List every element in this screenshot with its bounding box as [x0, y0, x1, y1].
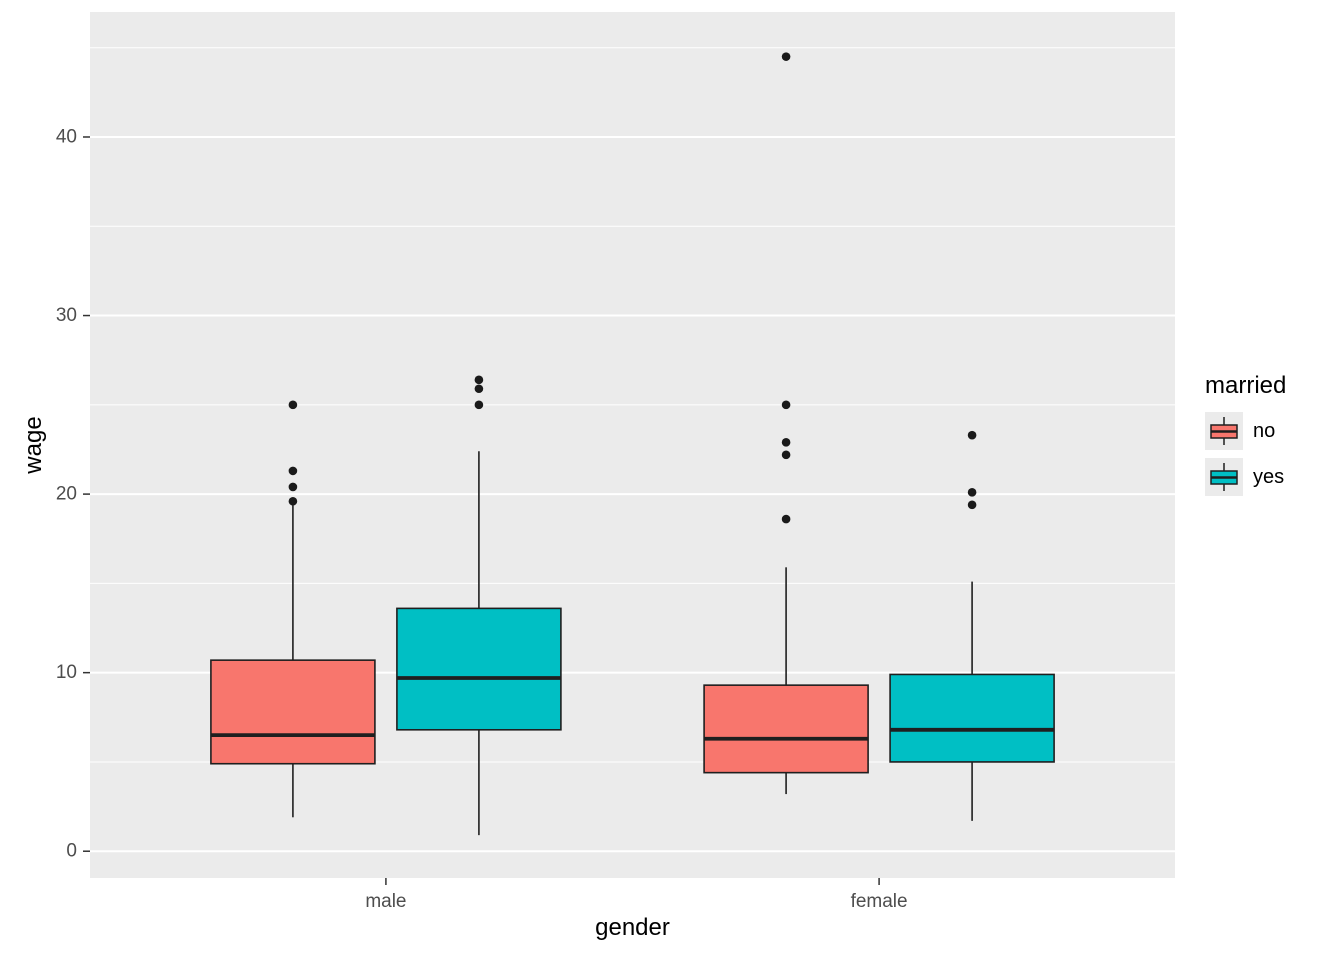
- outlier-point: [288, 496, 298, 506]
- box-iqr: [889, 673, 1055, 763]
- x-axis-title: gender: [595, 914, 670, 941]
- outlier-point: [781, 450, 791, 460]
- boxplot-key-icon: [1205, 412, 1243, 450]
- outlier-point: [474, 375, 484, 385]
- outlier-point: [967, 488, 977, 497]
- boxplot-male-no: [210, 400, 376, 818]
- legend-entries: no yes: [1205, 412, 1286, 496]
- box-iqr: [210, 659, 376, 765]
- outlier-point: [288, 400, 298, 410]
- y-tick-label: 0: [66, 841, 77, 862]
- outlier-point: [967, 500, 977, 510]
- outlier-point: [288, 482, 298, 492]
- box-iqr: [396, 607, 562, 731]
- x-axis: male female: [365, 878, 908, 912]
- boxplot-female-no: [703, 52, 869, 795]
- y-tick-label: 20: [56, 484, 77, 505]
- outlier-point: [781, 514, 791, 524]
- outlier-point: [474, 384, 484, 394]
- y-axis-title: wage: [20, 416, 47, 474]
- outlier-point: [781, 438, 791, 447]
- legend-title: married: [1205, 372, 1287, 399]
- legend: married no yes: [1205, 372, 1286, 504]
- outlier-point: [288, 466, 298, 476]
- gridlines-major: [90, 135, 1175, 853]
- x-tick-label: male: [365, 891, 406, 912]
- outlier-point: [967, 430, 977, 440]
- box-iqr: [703, 684, 869, 774]
- boxplot-female-yes: [889, 430, 1055, 821]
- outlier-point: [781, 52, 791, 61]
- legend-entry-label: no: [1253, 419, 1276, 442]
- legend-entry-no: no: [1205, 412, 1286, 450]
- legend-entry-label: yes: [1253, 465, 1285, 488]
- y-tick-label: 30: [56, 305, 77, 326]
- outlier-point: [781, 400, 791, 410]
- x-tick-label: female: [851, 891, 908, 912]
- legend-entry-yes: yes: [1205, 458, 1286, 496]
- boxplot-key-icon: [1205, 458, 1243, 496]
- y-axis: 0 10 20 30 40: [56, 126, 90, 862]
- y-tick-label: 40: [56, 126, 77, 147]
- y-tick-label: 10: [56, 662, 77, 683]
- outlier-point: [474, 400, 484, 410]
- boxplot-male-yes: [396, 375, 562, 836]
